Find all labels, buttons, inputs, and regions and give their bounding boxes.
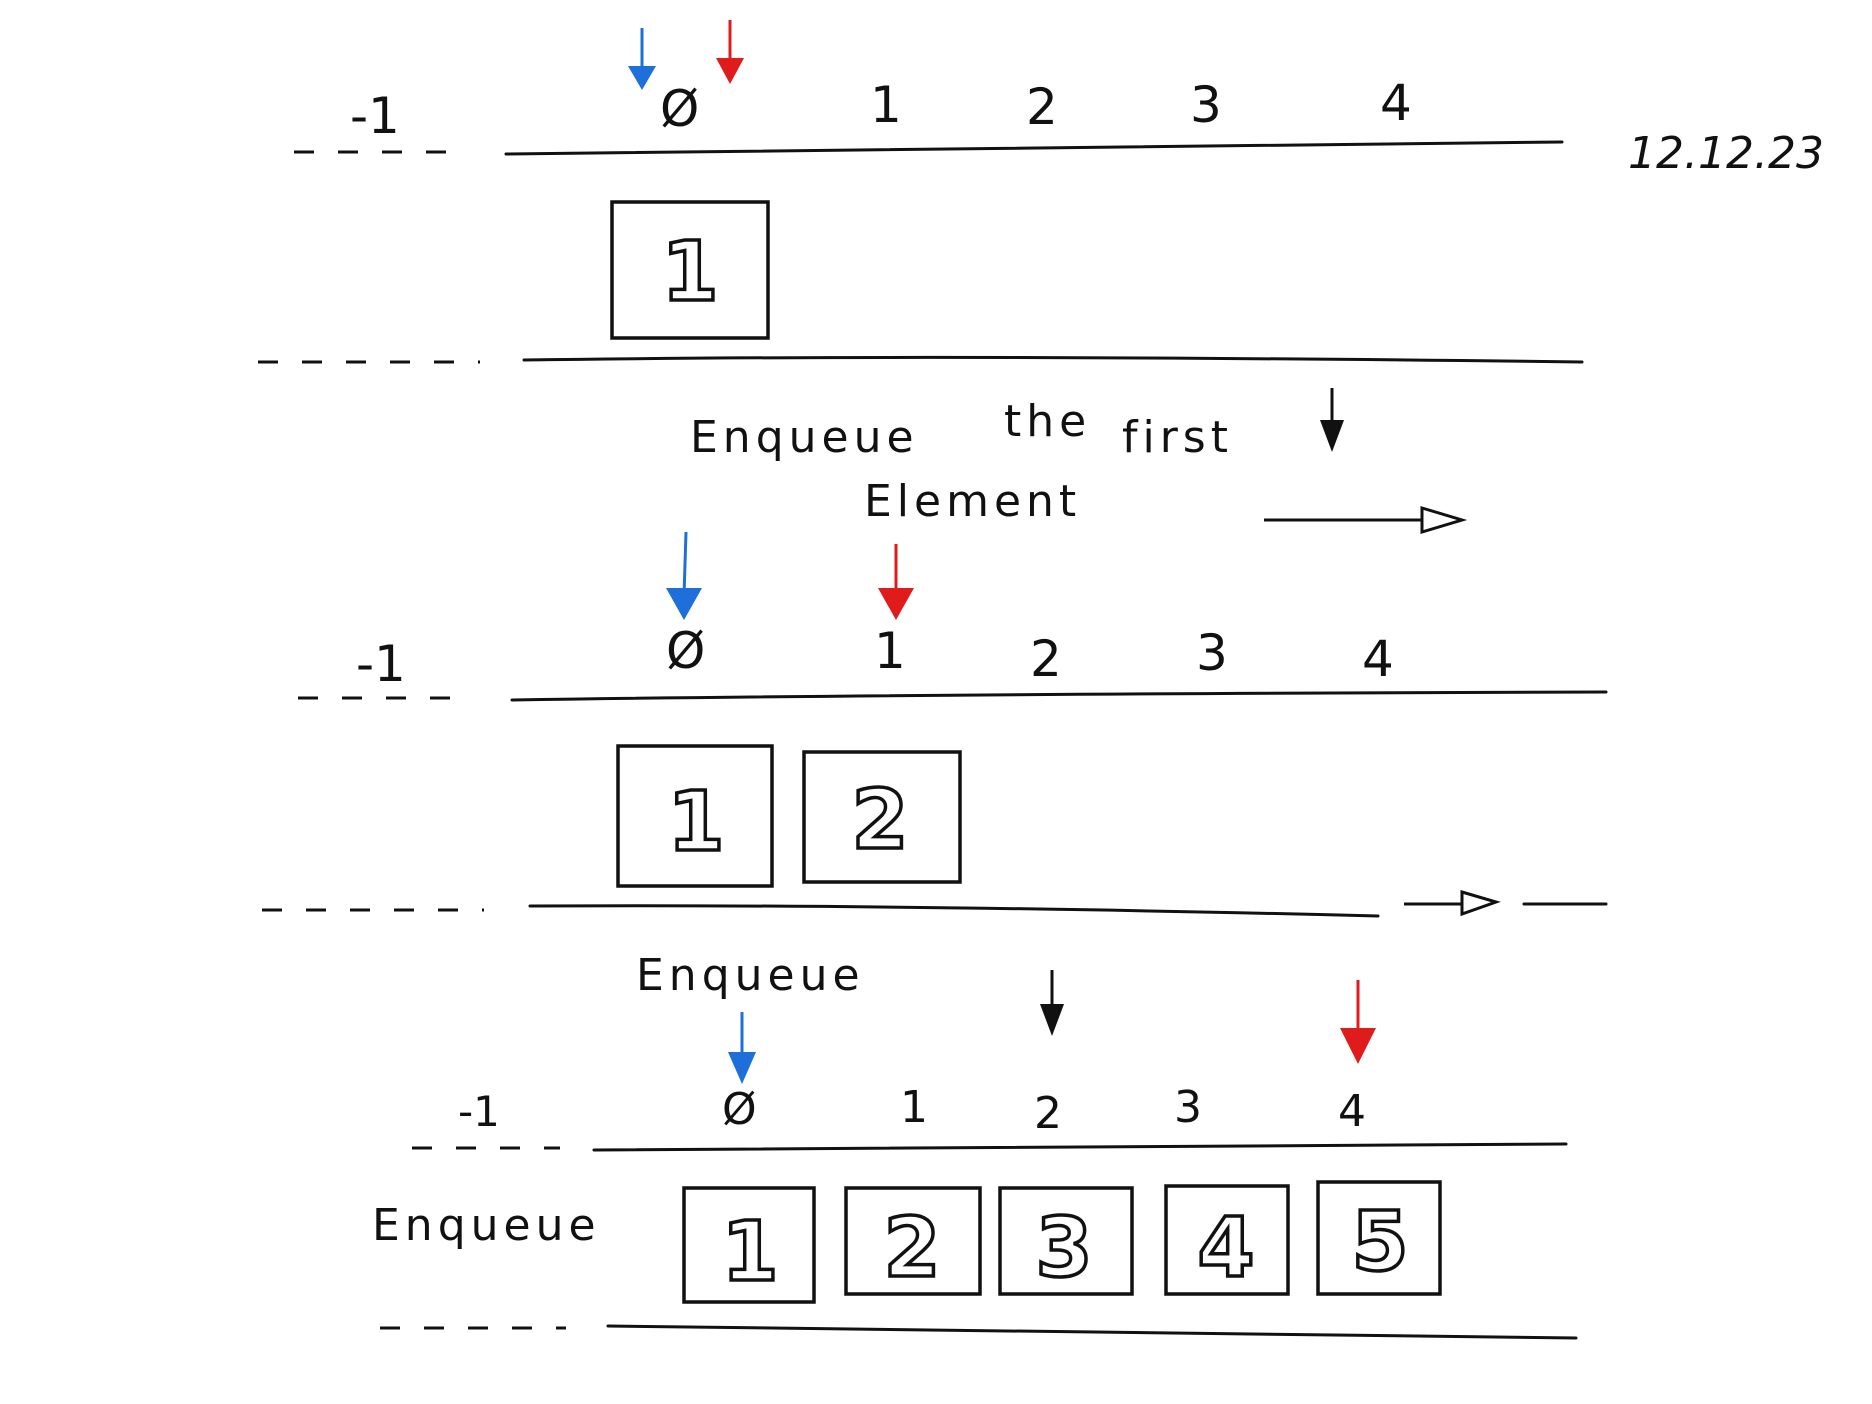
caption-word: first <box>1122 412 1233 463</box>
caption-word: Enqueue <box>636 950 865 1001</box>
index-label: 1 <box>874 622 906 680</box>
cell-value: 1 <box>667 775 724 870</box>
index-label: 2 <box>1030 630 1062 688</box>
front-pointer-arrow <box>666 531 702 620</box>
queue-cell: 4 <box>1164 1184 1290 1298</box>
index-label: 2 <box>1034 1088 1062 1139</box>
cell-value: 1 <box>661 225 718 320</box>
array-top-line <box>592 1142 1568 1152</box>
stage-2: -1 Ø 1 2 3 4 1 2 Enqueue <box>262 531 1608 1001</box>
cell-value: 4 <box>1197 1201 1254 1296</box>
index-label: -1 <box>458 1087 500 1136</box>
right-arrow <box>1404 889 1501 917</box>
index-label: -1 <box>356 635 406 693</box>
queue-cell: 1 <box>610 200 770 340</box>
index-label: 3 <box>1174 1082 1202 1133</box>
index-label: 4 <box>1380 74 1412 132</box>
index-label: 4 <box>1362 630 1394 688</box>
index-label: 2 <box>1026 78 1058 136</box>
index-label: 1 <box>900 1082 928 1133</box>
queue-cell: 3 <box>998 1186 1134 1298</box>
queue-cell: 2 <box>844 1186 982 1298</box>
index-label: Ø <box>666 622 705 680</box>
front-pointer-arrow <box>728 1012 756 1084</box>
array-top-line <box>510 690 1608 702</box>
caption-word: Element <box>864 476 1081 527</box>
array-top-line <box>504 140 1564 156</box>
index-label: Ø <box>660 80 699 138</box>
caption-word: the <box>1004 396 1091 447</box>
queue-cell: 5 <box>1316 1180 1442 1296</box>
rear-pointer-arrow <box>1340 980 1376 1064</box>
caption-word: Enqueue <box>372 1200 601 1251</box>
cell-value: 2 <box>883 1201 940 1296</box>
array-bottom-line <box>606 1324 1578 1340</box>
down-arrow <box>1040 970 1064 1036</box>
rear-pointer-arrow <box>878 544 914 620</box>
queue-cell: 1 <box>616 744 774 888</box>
rear-pointer-arrow <box>716 20 744 84</box>
cell-value: 3 <box>1035 1201 1092 1296</box>
array-bottom-line <box>528 904 1380 918</box>
index-label: 3 <box>1196 624 1228 682</box>
date-label: 12.12.23 <box>1628 128 1824 179</box>
down-arrow <box>1320 388 1344 452</box>
stage-3: -1 Ø 1 2 3 4 Enqueue 1 2 3 4 5 <box>372 970 1578 1340</box>
caption-word: Enqueue <box>690 412 919 463</box>
queue-cell: 1 <box>682 1186 816 1304</box>
front-pointer-arrow <box>628 28 656 90</box>
index-label: 3 <box>1190 76 1222 134</box>
queue-cell: 2 <box>802 750 962 884</box>
index-label: 1 <box>870 76 902 134</box>
right-arrow <box>1264 505 1468 535</box>
index-label: Ø <box>722 1084 757 1135</box>
array-bottom-line <box>522 355 1584 364</box>
index-label: 4 <box>1338 1086 1366 1137</box>
cell-value: 2 <box>851 773 908 868</box>
index-label: -1 <box>350 87 400 145</box>
cell-value: 1 <box>721 1205 778 1300</box>
stage-1: -1 Ø 1 2 3 4 1 Enqueue the first Element <box>258 20 1584 535</box>
cell-value: 5 <box>1351 1195 1408 1290</box>
